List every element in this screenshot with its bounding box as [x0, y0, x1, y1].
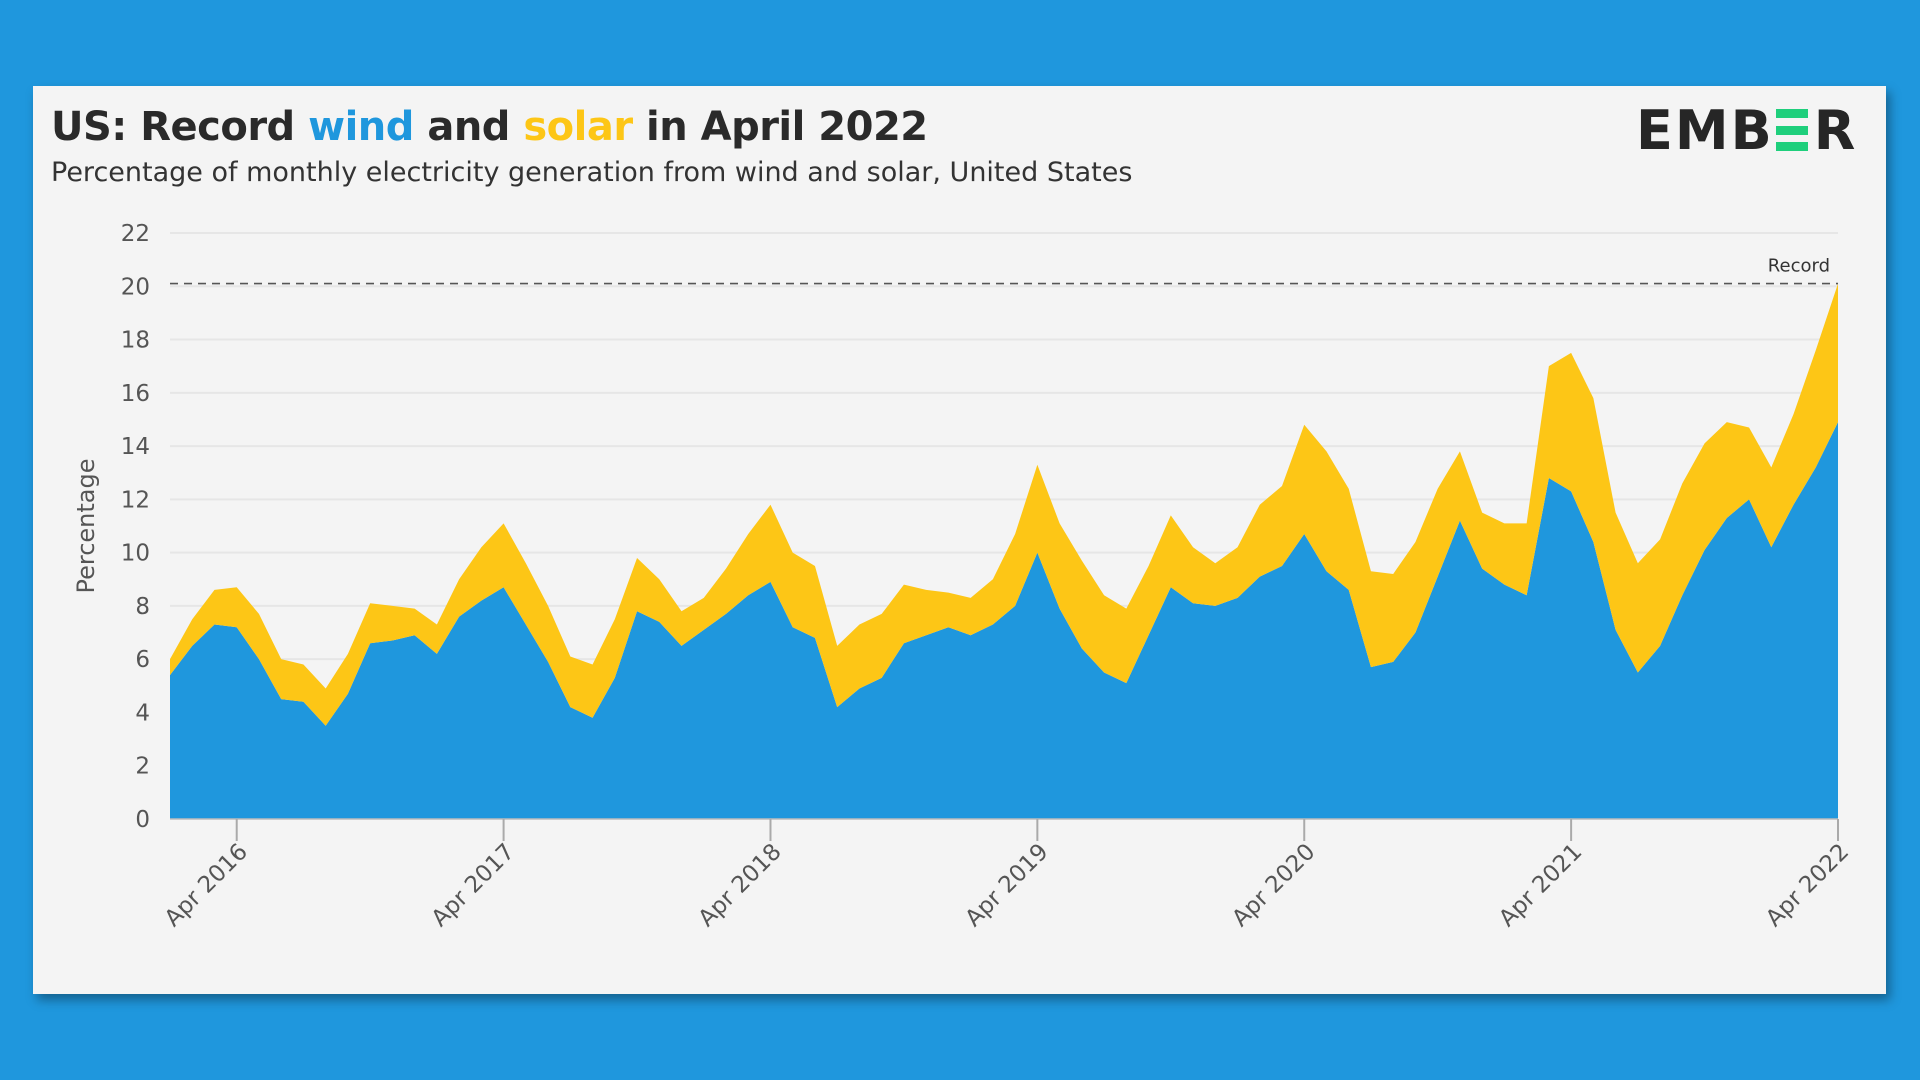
x-tick-label: Apr 2016 [160, 839, 253, 932]
title-solar: solar [523, 104, 633, 150]
x-tick-label: Apr 2018 [694, 839, 787, 932]
area-series-wind [170, 422, 1838, 819]
y-tick-label: 8 [135, 594, 150, 620]
y-tick-label: 22 [121, 221, 150, 247]
logo-green-e [1775, 109, 1808, 151]
area-series-solar [170, 283, 1838, 726]
y-tick-label: 4 [135, 700, 150, 726]
y-tick-label: 20 [121, 274, 150, 300]
title-suffix: in April 2022 [632, 104, 928, 150]
title-wind: wind [308, 104, 414, 150]
ember-logo: EMB R [1636, 98, 1858, 162]
title-mid: and [413, 104, 524, 150]
title-prefix: US: Record [51, 104, 309, 150]
chart-subtitle: Percentage of monthly electricity genera… [51, 157, 1133, 188]
y-tick-label: 2 [135, 754, 150, 780]
y-tick-label: 18 [121, 328, 150, 354]
record-label: Record [1768, 256, 1830, 277]
chart-title: US: Record wind and solar in April 2022 [51, 104, 928, 150]
x-tick-label: Apr 2022 [1761, 839, 1854, 932]
y-tick-label: 10 [121, 541, 150, 567]
y-axis-label: Percentage [72, 458, 100, 593]
x-tick-label: Apr 2021 [1494, 839, 1587, 932]
y-tick-label: 0 [135, 807, 150, 833]
x-tick-label: Apr 2019 [961, 839, 1054, 932]
y-tick-label: 12 [121, 487, 150, 513]
x-tick-label: Apr 2017 [427, 839, 520, 932]
x-tick-label: Apr 2020 [1227, 839, 1320, 932]
y-tick-label: 6 [135, 647, 150, 673]
y-tick-label: 14 [121, 434, 150, 460]
y-tick-label: 16 [121, 381, 150, 407]
